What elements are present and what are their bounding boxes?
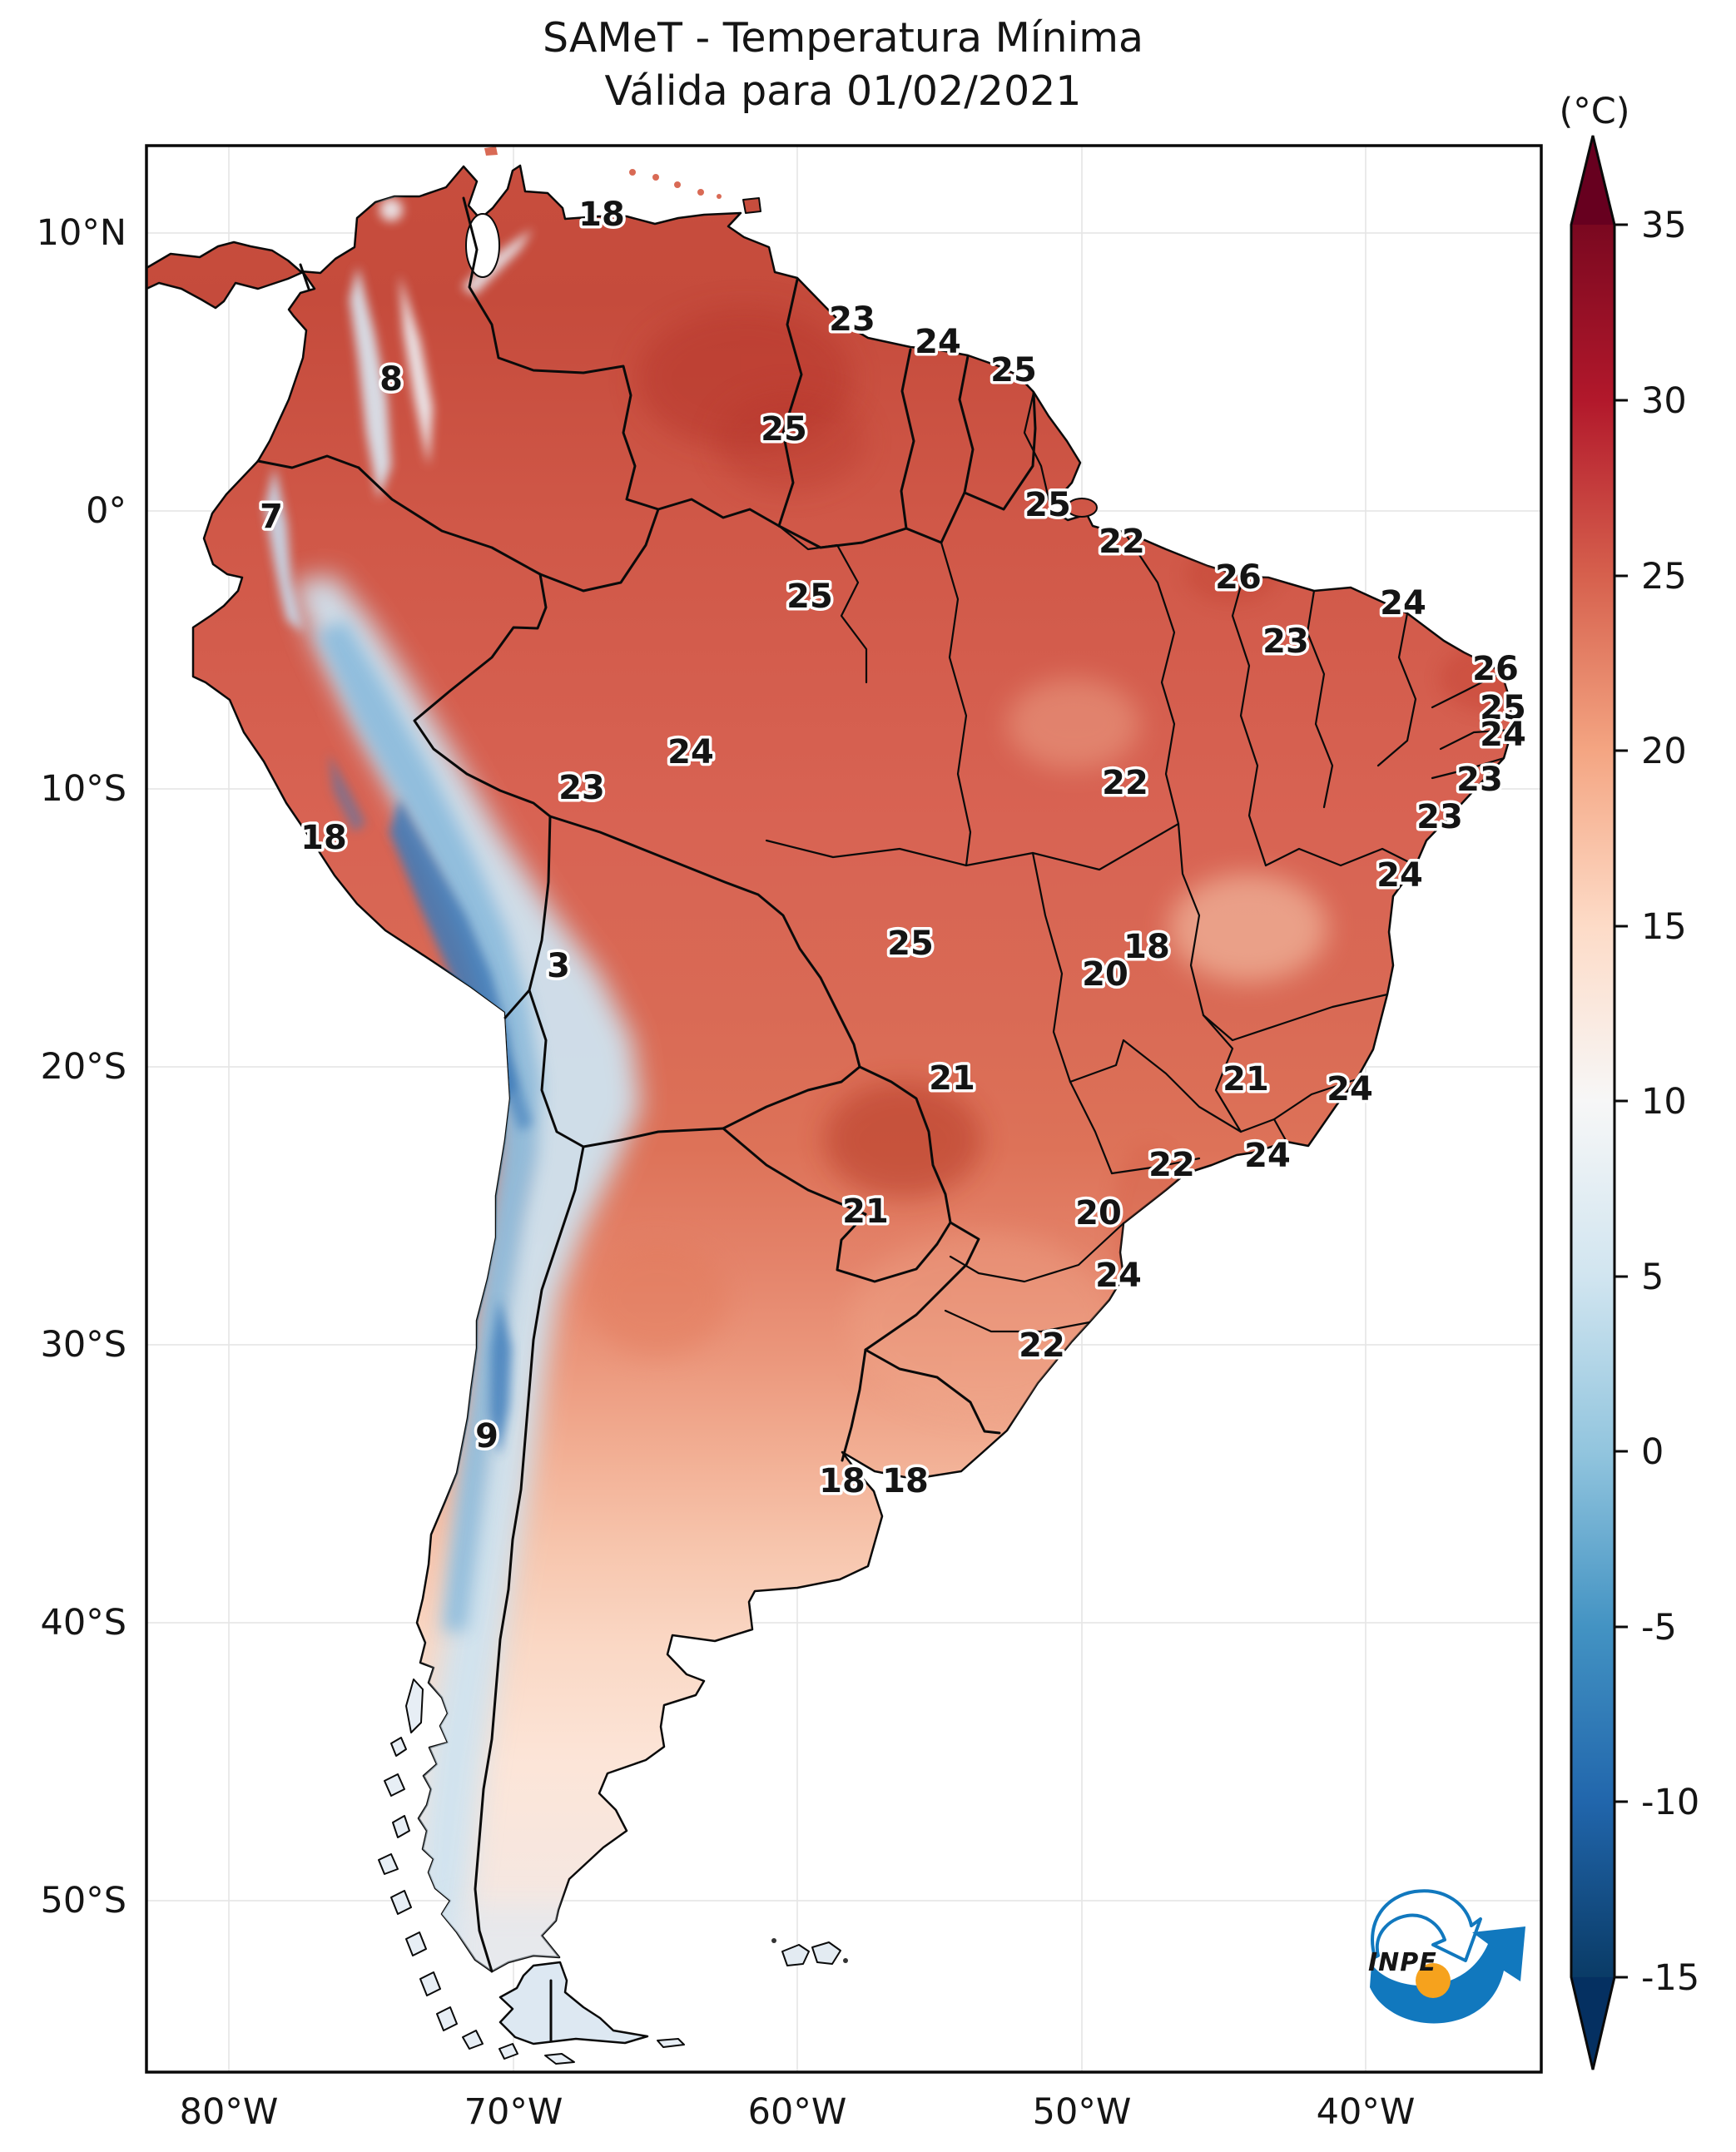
inpe-logo-thin-arrow [1371,1889,1482,1962]
temp-label: 9 [475,1417,498,1455]
temp-label: 26 [1472,650,1519,688]
temp-label: 18 [819,1462,866,1500]
colorbar-tick-label: -5 [1641,1607,1677,1649]
y-axis: 10°N 0° 10°S 20°S 30°S 40°S 50°S [37,212,126,1921]
temp-label: 18 [578,196,625,234]
temp-label: 24 [667,733,714,771]
colorbar-tick-label: 35 [1641,205,1687,246]
falkland-islands [771,1938,848,1966]
x-axis-label: 60°W [748,2091,847,2133]
temp-label: 21 [929,1059,975,1098]
tierra-del-fuego [498,1961,649,2045]
temp-label: 23 [829,300,875,339]
islands [484,121,1098,518]
country-borders [256,196,1037,2042]
temp-label: 8 [379,360,403,399]
y-axis-label: 20°S [40,1046,126,1088]
x-axis: 80°W 70°W 60°W 50°W 40°W [180,2091,1416,2133]
patagonia-islands [378,1678,685,2065]
x-axis-label: 80°W [180,2091,279,2133]
temp-label: 24 [1327,1070,1373,1108]
plot-frame [145,144,1543,2074]
y-axis-label: 40°S [40,1602,126,1644]
temp-label: 20 [1082,955,1128,994]
x-axis-label: 70°W [464,2091,563,2133]
inpe-logo: INPE [1368,1889,1525,2024]
temp-label: 7 [260,498,283,536]
temp-label: 24 [915,323,961,361]
temperature-labels: 18 8 7 23 24 25 25 25 22 26 24 23 26 25 … [257,193,1530,1504]
temp-label: 21 [842,1193,889,1231]
y-axis-label: 10°N [37,212,126,254]
temp-label: 20 [1075,1194,1122,1232]
temp-label: 21 [1223,1060,1269,1098]
temp-label: 26 [1215,558,1262,597]
temp-label: 3 [547,947,570,985]
temp-label: 22 [1019,1326,1065,1365]
caribbean-islet [679,121,702,138]
colorbar-tick-marks [1614,223,1628,1979]
inpe-logo-text: INPE [1368,1948,1437,1977]
temp-label: 18 [1123,928,1170,966]
inpe-logo-orange-dot [1416,1963,1451,1998]
temp-label: 23 [1262,622,1309,661]
map-plot-area: 18 8 7 23 24 25 25 25 22 26 24 23 26 25 … [146,121,1541,2072]
colorbar-tick-labels: 35 30 25 20 15 10 5 0 -5 -10 -15 [1641,205,1699,1999]
temp-label: 22 [1102,764,1148,802]
temp-label: 23 [558,769,605,807]
temp-label: 24 [1095,1257,1142,1295]
temp-label: 24 [1376,856,1423,895]
colorbar-tick-label: 10 [1641,1081,1687,1123]
temp-label: 18 [882,1462,929,1500]
temp-label: 23 [1456,761,1503,799]
state-borders [765,391,1514,1333]
temp-label: 25 [1024,486,1071,524]
colorbar-tick-label: -10 [1641,1782,1699,1823]
y-axis-label: 0° [86,490,126,532]
inpe-logo-swoosh-arrow [1370,1926,1525,2024]
y-axis-label: 30°S [40,1324,126,1366]
temperature-raster [265,198,1512,2044]
temp-label: 24 [1380,584,1426,622]
trinidad-island [742,197,761,214]
colorbar-tick-label: 15 [1641,906,1687,948]
temp-label: 23 [1416,798,1463,836]
temp-label: 22 [1148,1146,1195,1184]
temp-label: 18 [300,819,347,857]
temp-label: 25 [887,925,934,963]
colorbar-tick-label: 0 [1641,1431,1664,1473]
y-axis-label: 50°S [40,1880,126,1921]
caribbean-islet [484,146,498,156]
temp-label: 25 [761,410,807,449]
marajo-island [1066,498,1098,518]
temp-label: 25 [1480,689,1526,727]
page-subtitle: Válida para 01/02/2021 [605,67,1082,115]
page-title: SAMeT - Temperatura Mínima [543,14,1143,62]
temp-label: 25 [786,578,833,616]
colorbar-tick-label: 25 [1641,556,1687,598]
colorbar: (°C) 35 30 25 20 15 10 5 0 -5 [1559,91,1699,2070]
colorbar-unit-label: (°C) [1559,91,1629,132]
x-axis-label: 40°W [1317,2091,1416,2133]
temp-label: 24 [1244,1137,1291,1175]
temp-label: 22 [1099,523,1145,561]
colorbar-tick-label: 30 [1641,380,1687,422]
temp-label: 24 [1480,716,1526,754]
colorbar-tick-label: 20 [1641,731,1687,772]
x-axis-label: 50°W [1033,2091,1132,2133]
colorbar-tick-label: -15 [1641,1957,1699,1999]
colorbar-tick-label: 5 [1641,1257,1664,1298]
y-axis-label: 10°S [40,768,126,810]
temp-label: 25 [990,351,1037,389]
